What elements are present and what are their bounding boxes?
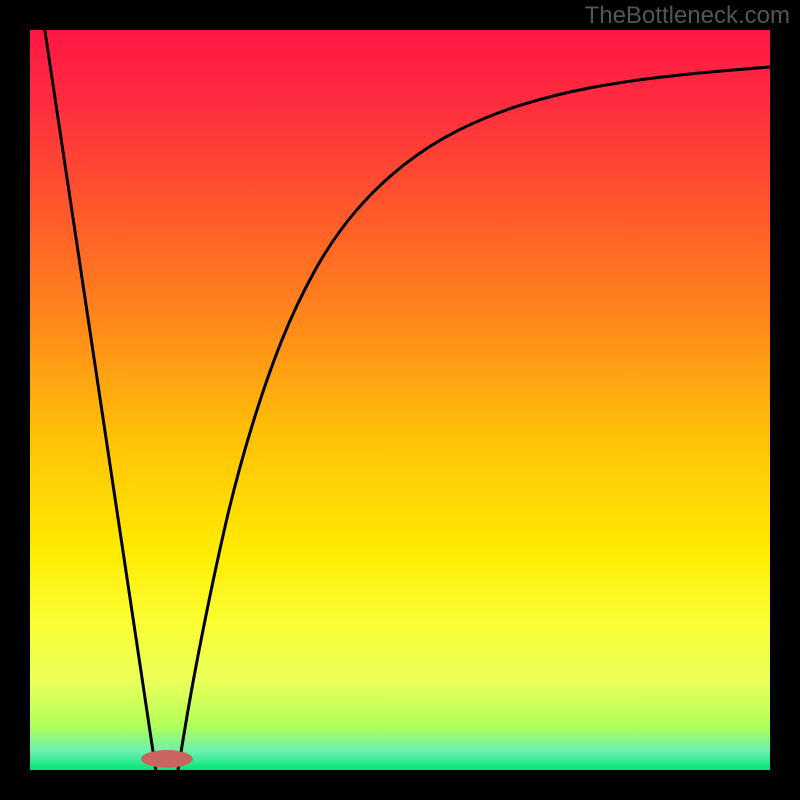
optimal-marker	[141, 750, 193, 768]
bottleneck-chart	[0, 0, 800, 800]
chart-container: TheBottleneck.com	[0, 0, 800, 800]
chart-plot-area	[30, 30, 770, 770]
watermark-text: TheBottleneck.com	[585, 2, 790, 30]
